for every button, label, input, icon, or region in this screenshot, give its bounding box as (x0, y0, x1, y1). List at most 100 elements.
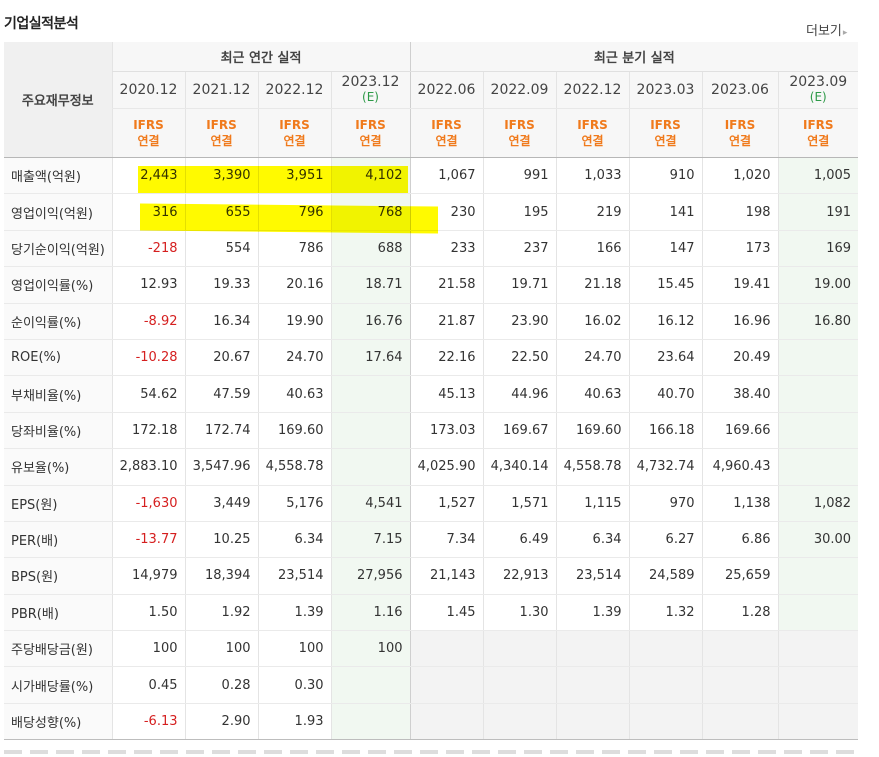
value-cell: 18.71 (330, 266, 410, 304)
row-label: 순이익률(%) (4, 303, 112, 340)
more-label[interactable]: 더보기 (806, 24, 842, 39)
value-cell: 23.64 (628, 339, 702, 377)
basis-scope: 연결 (137, 134, 160, 148)
accounting-basis: IFRS 연결 (701, 108, 778, 158)
value-cell: 554 (184, 230, 258, 268)
basis-standard: IFRS (650, 118, 681, 132)
value-cell: 18,394 (184, 557, 258, 595)
table-row: 주당배당금(원) 100 100 100 100 (4, 630, 859, 668)
more-link[interactable]: 더보기▸ (806, 20, 847, 39)
value-cell: 19.90 (257, 303, 331, 340)
value-cell (330, 666, 410, 704)
accounting-basis: IFRS 연결 (628, 108, 702, 158)
value-cell: 195 (482, 193, 556, 231)
row-label: PBR(배) (4, 594, 112, 632)
table-row: 순이익률(%) -8.92 16.34 19.90 16.76 21.87 23.90 16.… (4, 303, 859, 340)
value-cell: 169.60 (555, 412, 629, 450)
period-header: 2021.12 (184, 71, 258, 109)
value-cell: 19.00 (777, 266, 859, 304)
value-cell (777, 557, 859, 595)
value-cell: -6.13 (111, 703, 185, 741)
period-header: 2023.06 (701, 71, 778, 109)
value-cell: 2,443 (111, 157, 185, 195)
value-cell: 173 (701, 230, 778, 268)
value-cell (628, 703, 702, 741)
value-cell: 2.90 (184, 703, 258, 741)
value-cell: 5,176 (257, 484, 331, 522)
accounting-basis: IFRS 연결 (482, 108, 556, 158)
period-date: 2022.06 (417, 81, 476, 98)
value-cell: 24.70 (257, 339, 331, 377)
value-cell: 30.00 (777, 521, 859, 559)
value-cell: 970 (628, 484, 702, 522)
financial-summary-table: 주요재무정보 최근 연간 실적 최근 분기 실적 2020.12 2021.12 2… (4, 42, 859, 741)
basis-scope: 연결 (283, 134, 306, 148)
value-cell (330, 703, 410, 741)
row-label: PER(배) (4, 521, 112, 559)
value-cell: 100 (111, 630, 185, 668)
value-cell: 169.67 (482, 412, 556, 450)
value-cell: 19.71 (482, 266, 556, 304)
value-cell: -10.28 (111, 339, 185, 377)
table-row: 당좌비율(%) 172.18 172.74 169.60 173.03 169.67 169… (4, 412, 859, 450)
value-cell: 219 (555, 193, 629, 231)
accounting-basis: IFRS 연결 (409, 108, 483, 158)
value-cell: 38.40 (701, 375, 778, 413)
value-cell: 655 (184, 193, 258, 231)
basis-scope: 연결 (359, 134, 382, 148)
basis-standard: IFRS (504, 118, 535, 132)
basis-scope: 연결 (728, 134, 752, 148)
value-cell: 16.76 (330, 303, 410, 340)
value-cell: 1,115 (555, 484, 629, 522)
value-cell: 0.45 (111, 666, 185, 704)
value-cell: 991 (482, 157, 556, 195)
value-cell: -13.77 (111, 521, 185, 559)
table-row: PBR(배) 1.50 1.92 1.39 1.16 1.45 1.30 1.39 1.32 1.… (4, 594, 859, 632)
value-cell: 172.18 (111, 412, 185, 450)
value-cell: 230 (409, 193, 483, 231)
value-cell: 1,005 (777, 157, 859, 195)
value-cell (777, 594, 859, 632)
basis-standard: IFRS (133, 118, 164, 132)
row-label: 유보율(%) (4, 448, 112, 486)
value-cell: 4,541 (330, 484, 410, 522)
value-cell: 1,033 (555, 157, 629, 195)
annual-group-header: 최근 연간 실적 (111, 42, 410, 72)
table-row: 매출액(억원) 2,443 3,390 3,951 4,102 1,067 991 1,033… (4, 157, 859, 195)
row-label: 매출액(억원) (4, 157, 112, 195)
accounting-basis: IFRS 연결 (111, 108, 185, 158)
value-cell (628, 630, 702, 668)
accounting-basis: IFRS 연결 (555, 108, 629, 158)
row-label: 시가배당률(%) (4, 666, 112, 704)
value-cell: 21.58 (409, 266, 483, 304)
value-cell: 6.34 (555, 521, 629, 559)
value-cell: 1.93 (257, 703, 331, 741)
value-cell: 166 (555, 230, 629, 268)
value-cell: 22.50 (482, 339, 556, 377)
value-cell: 173.03 (409, 412, 483, 450)
value-cell (330, 448, 410, 486)
basis-scope: 연결 (807, 134, 830, 148)
value-cell: 1,020 (701, 157, 778, 195)
value-cell (555, 703, 629, 741)
table-row: 배당성향(%) -6.13 2.90 1.93 (4, 703, 859, 741)
value-cell: 4,340.14 (482, 448, 556, 486)
value-cell: 21.18 (555, 266, 629, 304)
value-cell (409, 703, 483, 741)
value-cell: 17.64 (330, 339, 410, 377)
value-cell: 6.86 (701, 521, 778, 559)
value-cell (330, 375, 410, 413)
value-cell: 1.28 (701, 594, 778, 632)
value-cell (777, 375, 859, 413)
value-cell: 45.13 (409, 375, 483, 413)
period-date: 2021.12 (192, 81, 251, 98)
value-cell: 21,143 (409, 557, 483, 595)
value-cell (701, 703, 778, 741)
value-cell: 27,956 (330, 557, 410, 595)
value-cell: 16.96 (701, 303, 778, 340)
value-cell: 12.93 (111, 266, 185, 304)
table-row: 부채비율(%) 54.62 47.59 40.63 45.13 44.96 40.63 40.… (4, 375, 859, 413)
accounting-basis: IFRS 연결 (330, 108, 410, 158)
value-cell: 688 (330, 230, 410, 268)
value-cell: 1.30 (482, 594, 556, 632)
